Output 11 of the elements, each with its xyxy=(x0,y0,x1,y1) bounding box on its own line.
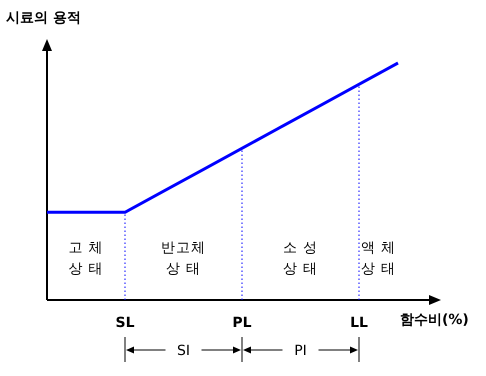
x-tick-label: PL xyxy=(232,315,252,331)
y-axis-title: 시료의 용적 xyxy=(6,10,81,26)
x-tick-label: LL xyxy=(350,315,368,331)
annotation: 반고체 상 태 xyxy=(161,240,206,277)
annotation: 소 성 상 태 xyxy=(282,240,318,277)
x-axis-title: 함수비(%) xyxy=(400,312,469,328)
x-tick-label: SL xyxy=(115,315,135,331)
annotation: 고 체 상 태 xyxy=(68,240,104,277)
annotation: 액 체 상 태 xyxy=(360,240,396,277)
text: SI xyxy=(176,343,190,359)
text: PI xyxy=(294,343,307,359)
